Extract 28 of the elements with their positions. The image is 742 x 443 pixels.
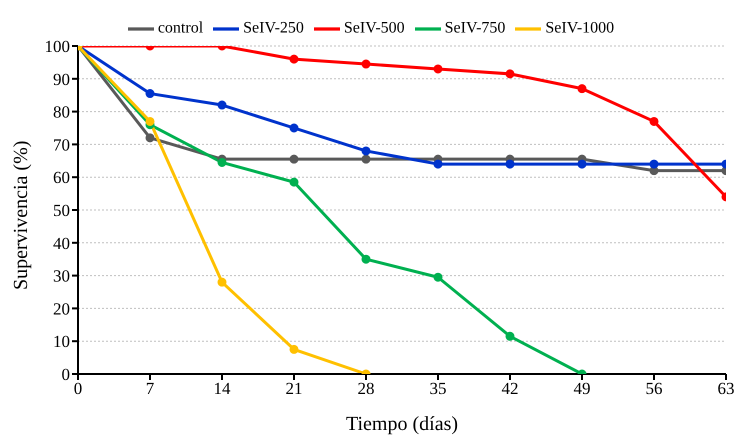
x-tick-label: 56 [646, 379, 662, 398]
x-tick-label: 28 [358, 379, 374, 398]
x-tick-label: 42 [502, 379, 518, 398]
x-tick-label: 7 [146, 379, 155, 398]
legend-label: SeIV-750 [444, 20, 506, 37]
x-tick-label: 49 [574, 379, 590, 398]
y-tick-label: 100 [44, 37, 70, 56]
legend-label: SeIV-250 [243, 20, 304, 37]
y-tick-label: 30 [53, 266, 70, 286]
legend-label: control [158, 20, 204, 37]
y-tick-label: 20 [53, 299, 70, 318]
x-tick-label: 0 [74, 379, 82, 398]
x-axis-title: Tiempo (días) [346, 413, 458, 435]
legend-label: SeIV-1000 [545, 20, 614, 37]
y-tick-label: 80 [53, 102, 70, 122]
legend-label: SeIV-500 [344, 20, 405, 37]
y-axis-title: Supervivencia (%) [10, 140, 32, 290]
y-tick-label: 60 [53, 168, 70, 188]
x-tick-label: 35 [430, 379, 446, 398]
y-tick-label: 0 [62, 365, 70, 384]
x-tick-label: 21 [286, 379, 302, 398]
x-tick-label: 14 [214, 379, 231, 398]
y-tick-label: 50 [53, 201, 70, 220]
y-tick-label: 10 [53, 332, 70, 352]
y-tick-label: 40 [53, 234, 70, 253]
x-tick-label: 63 [718, 379, 734, 398]
y-tick-label: 70 [53, 135, 70, 154]
y-tick-label: 90 [53, 70, 70, 89]
